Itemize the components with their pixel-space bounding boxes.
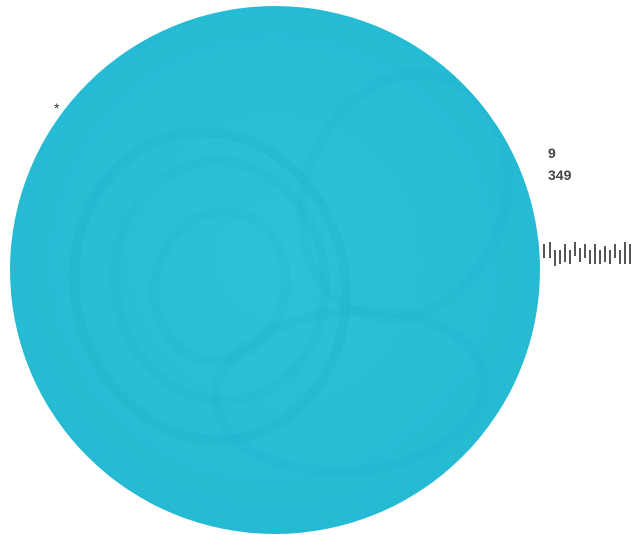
barcode-icon bbox=[543, 238, 631, 274]
asterisk-mark: * bbox=[54, 100, 60, 116]
number-label-top: 9 bbox=[548, 145, 556, 161]
blue-paper-disc bbox=[10, 6, 540, 534]
number-label-bottom: 349 bbox=[548, 167, 572, 183]
